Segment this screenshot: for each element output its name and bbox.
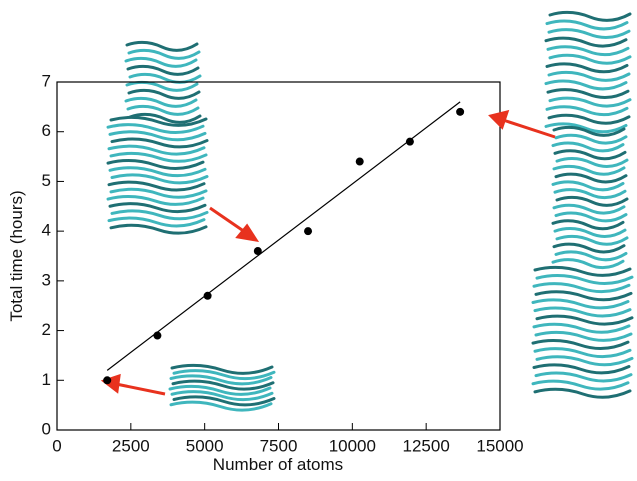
x-axis-label: Number of atoms — [213, 455, 343, 474]
data-point — [304, 227, 312, 235]
x-tick-label: 2500 — [112, 436, 150, 455]
data-point — [103, 376, 111, 384]
x-tick-label: 5000 — [186, 436, 224, 455]
data-point — [456, 108, 464, 116]
x-tick-label: 7500 — [260, 436, 298, 455]
chart: Number of atoms Total time (hours) 02500… — [0, 0, 637, 481]
y-tick-label: 5 — [42, 171, 51, 190]
y-tick-label: 2 — [42, 320, 51, 339]
x-tick-label: 15000 — [476, 436, 523, 455]
background — [0, 0, 637, 481]
y-tick-label: 3 — [42, 270, 51, 289]
y-tick-label: 0 — [42, 419, 51, 438]
y-axis-label: Total time (hours) — [7, 190, 26, 321]
x-tick-label: 12500 — [403, 436, 450, 455]
x-tick-label: 0 — [52, 436, 61, 455]
x-tick-label: 10000 — [329, 436, 376, 455]
y-tick-label: 1 — [42, 370, 51, 389]
y-tick-label: 7 — [42, 71, 51, 90]
data-point — [356, 158, 364, 166]
y-tick-label: 6 — [42, 121, 51, 140]
y-tick-label: 4 — [42, 221, 51, 240]
